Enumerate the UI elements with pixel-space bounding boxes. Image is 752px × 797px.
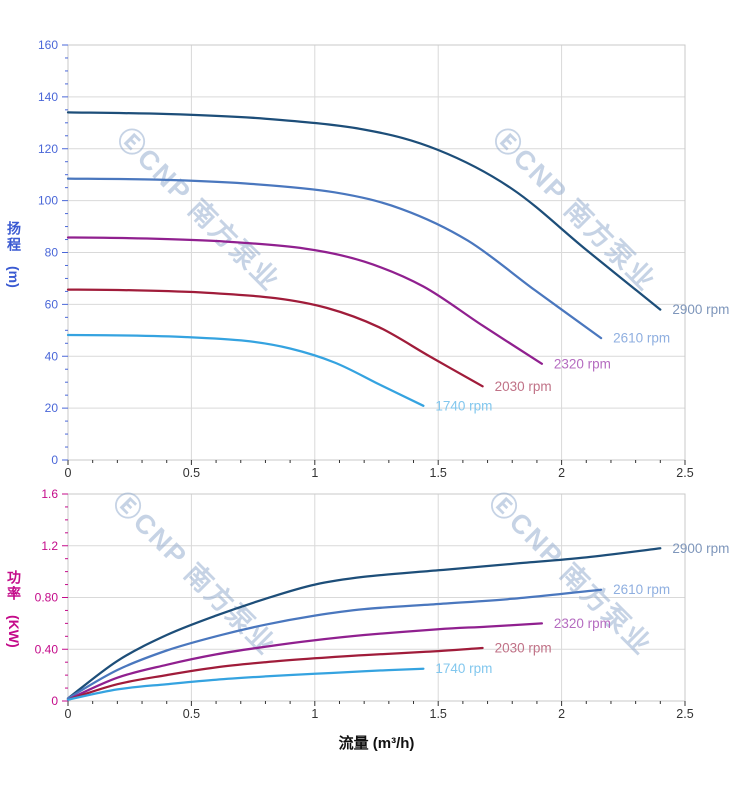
x-tick-label: 2.5 — [676, 707, 693, 721]
x-tick-label: 1 — [311, 466, 318, 480]
y-tick-label: 0 — [51, 694, 58, 708]
x-tick-label: 1.5 — [430, 707, 447, 721]
head-axis-unit: (m) — [6, 265, 22, 288]
y-tick-label: 0 — [51, 453, 58, 467]
watermark-cnp: ⒺCNP 南方泵业 — [111, 122, 286, 297]
curve-2610-rpm — [66, 177, 603, 340]
rpm-label-2030-rpm: 2030 rpm — [495, 640, 552, 655]
power-vs-flow-frame: 0 0.5 1 1.5 2 2.5 0 0.40 0.80 1.2 1.6 — [35, 487, 694, 721]
rpm-label-2900-rpm: 2900 rpm — [672, 302, 729, 317]
curve-2030-rpm — [66, 288, 484, 388]
curve-1740-rpm — [66, 333, 425, 407]
curve-1740-rpm — [66, 667, 425, 701]
rpm-label-2320-rpm: 2320 rpm — [554, 616, 611, 631]
curve-2900-rpm — [66, 111, 662, 311]
power-axis-title: 功率 (KW) — [6, 570, 22, 648]
rpm-label-2030-rpm: 2030 rpm — [495, 379, 552, 394]
x-tick-label: 0 — [65, 466, 72, 480]
y-tick-label: 20 — [45, 401, 59, 415]
watermark-cnp: ⒺCNP 南方泵业 — [483, 486, 658, 661]
y-tick-label: 0.40 — [35, 642, 59, 656]
y-tick-label: 140 — [38, 90, 58, 104]
rpm-label-1740-rpm: 1740 rpm — [435, 661, 492, 676]
curve-2320-rpm — [66, 622, 544, 701]
y-tick-label: 160 — [38, 38, 58, 52]
rpm-label-2320-rpm: 2320 rpm — [554, 356, 611, 371]
watermark-cnp: ⒺCNP 南方泵业 — [107, 486, 282, 661]
power-axis-title-text: 功率 — [6, 570, 22, 602]
x-tick-label: 0 — [65, 707, 72, 721]
y-tick-label: 0.80 — [35, 591, 59, 605]
head-axis-title: 扬程 (m) — [6, 221, 22, 288]
y-tick-label: 120 — [38, 142, 58, 156]
x-tick-label: 1 — [311, 707, 318, 721]
y-tick-label: 60 — [45, 297, 59, 311]
curve-2900-rpm — [66, 547, 662, 700]
x-tick-label: 2.5 — [676, 466, 693, 480]
y-tick-label: 1.6 — [41, 487, 58, 501]
y-tick-label: 1.2 — [41, 539, 58, 553]
y-tick-label: 40 — [45, 349, 59, 363]
x-tick-label: 0.5 — [183, 707, 200, 721]
head-axis-title-text: 扬程 — [6, 221, 22, 253]
x-tick-label: 1.5 — [430, 466, 447, 480]
flow-axis-title: 流量 (m³/h) — [338, 735, 415, 752]
power-axis-unit: (KW) — [6, 614, 22, 648]
curve-2610-rpm — [66, 588, 603, 700]
y-tick-label: 80 — [45, 246, 59, 260]
curve-2030-rpm — [66, 646, 484, 701]
x-tick-label: 2 — [558, 707, 565, 721]
rpm-label-1740-rpm: 1740 rpm — [435, 398, 492, 413]
x-tick-label: 2 — [558, 466, 565, 480]
rpm-label-2610-rpm: 2610 rpm — [613, 582, 670, 597]
curve-2320-rpm — [66, 236, 544, 365]
rpm-label-2900-rpm: 2900 rpm — [672, 541, 729, 556]
rpm-label-2610-rpm: 2610 rpm — [613, 331, 670, 346]
y-tick-label: 100 — [38, 194, 58, 208]
watermark-cnp: ⒺCNP 南方泵业 — [487, 122, 662, 297]
head-vs-flow-frame: 0 0.5 1 1.5 2 2.5 0 20 40 60 80 100 120 140 160 — [38, 38, 694, 480]
x-tick-label: 0.5 — [183, 466, 200, 480]
